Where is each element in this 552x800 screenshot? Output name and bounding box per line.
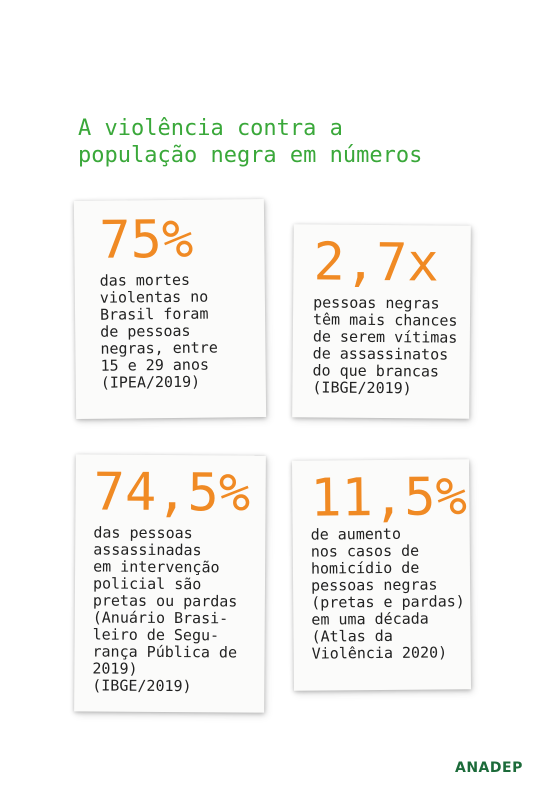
stat-text: (IBGE/2019)	[312, 378, 412, 398]
logo: ANADEP	[455, 760, 523, 776]
stat-number: 75%	[98, 209, 194, 271]
stat-card: 74,5% das pessoas assassinadas em intervenç…	[74, 454, 266, 713]
stat-text: assassinadas	[93, 540, 202, 560]
stat-text: (IPEA/2019)	[100, 372, 201, 392]
stat-text: Brasil foram	[99, 304, 209, 324]
stat-text: (IBGE/2019)	[92, 676, 192, 696]
title-line: A violência contra a	[78, 116, 343, 141]
stat-card: 75% das mortes violentas no Brasil foram de …	[73, 199, 267, 419]
stat-number: 11,5%	[310, 467, 468, 529]
stat-text: de aumento	[310, 524, 402, 544]
stat-text: 2019)	[92, 659, 138, 678]
title-line: população negra em números	[78, 143, 423, 168]
stat-number: 2,7x	[313, 232, 440, 294]
stat-text: em uma década	[311, 609, 429, 629]
stat-text: (pretas e pardas)	[311, 592, 465, 612]
stat-text: policial são	[92, 574, 202, 594]
stat-text: (Atlas da	[311, 626, 393, 646]
stat-card: 11,5% de aumento nos casos de homicídio de p…	[291, 459, 472, 691]
stat-text: das pessoas	[93, 523, 193, 543]
stat-number: 74,5%	[93, 462, 251, 524]
stat-text: Violência 2020)	[311, 643, 448, 663]
stat-card: 2,7x pessoas negras têm mais chances de ser…	[292, 224, 471, 419]
